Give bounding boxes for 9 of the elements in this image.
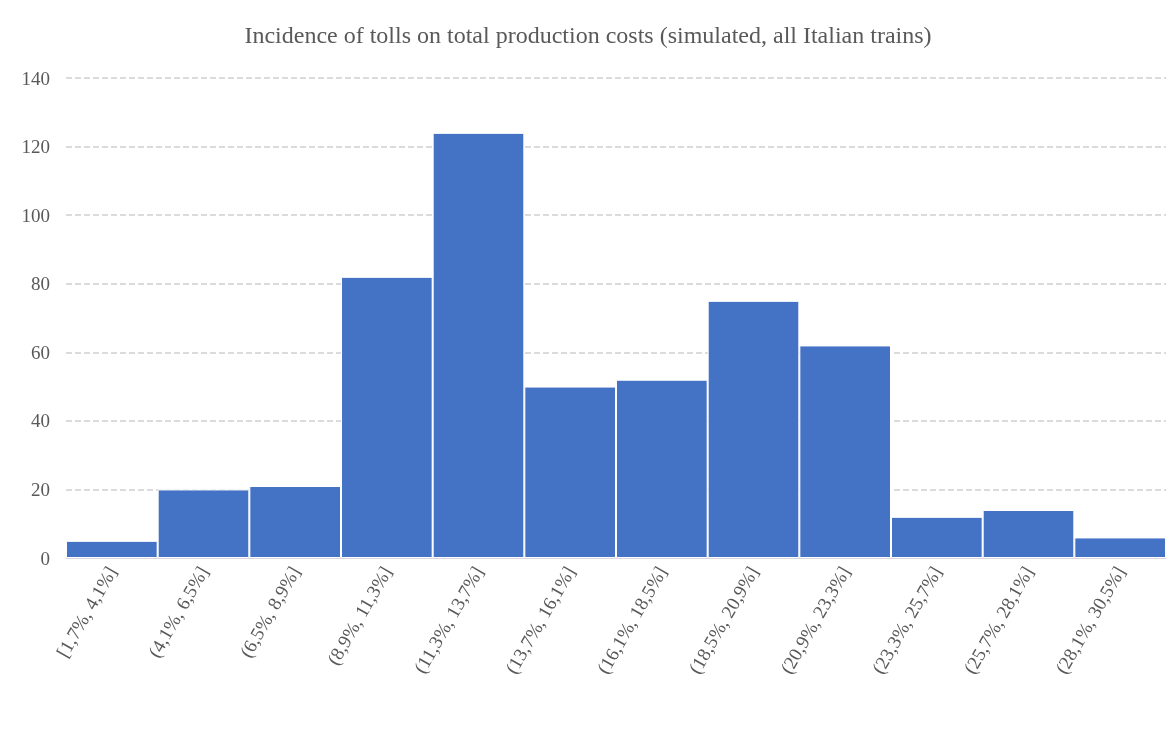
y-tick-label: 20 [31, 478, 50, 500]
y-tick-label: 40 [31, 410, 50, 432]
y-tick-label: 100 [21, 204, 50, 226]
y-tick-label: 60 [31, 341, 50, 363]
y-tick-label: 0 [40, 547, 50, 569]
y-tick-label: 120 [21, 136, 50, 158]
y-tick-label: 80 [31, 273, 50, 295]
chart-title: Incidence of tolls on total production costs (simulated, all Italian trains) [244, 22, 932, 48]
y-tick-label: 140 [21, 67, 50, 89]
